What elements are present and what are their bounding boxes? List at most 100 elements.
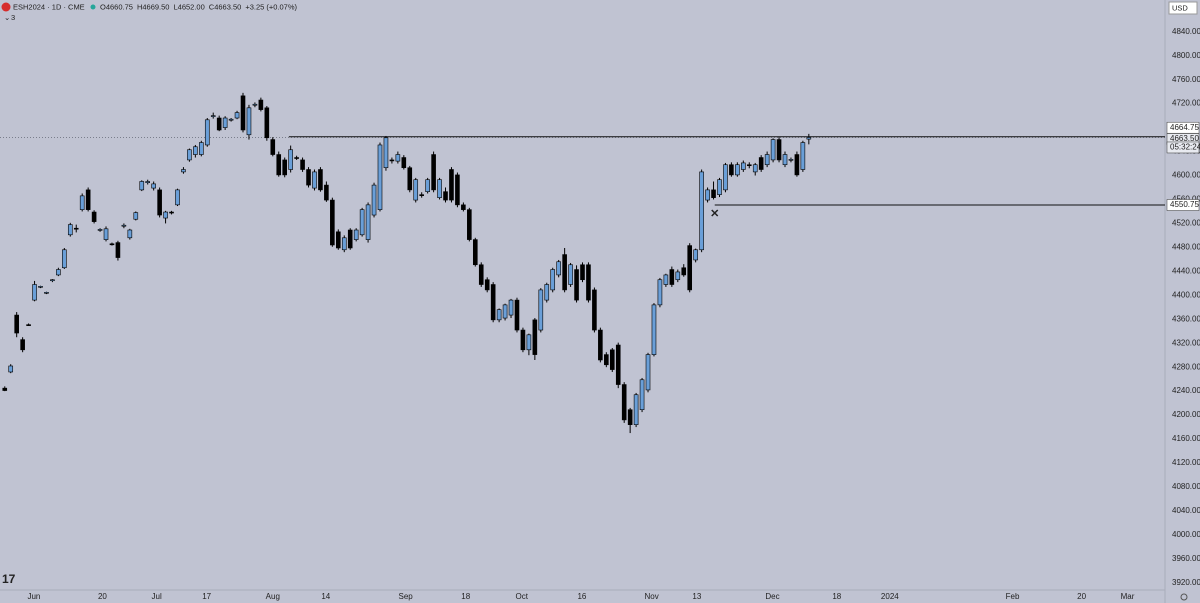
y-tick-label: 4160.00 xyxy=(1172,434,1200,443)
candle-body xyxy=(693,249,698,261)
candle-body xyxy=(14,314,19,334)
x-marker: ✕ xyxy=(710,208,719,220)
candle-body xyxy=(758,157,764,170)
candle-body xyxy=(228,118,234,121)
candle-body xyxy=(764,154,770,166)
candle-body xyxy=(2,387,8,391)
status-dot xyxy=(90,4,96,10)
x-tick-label: Feb xyxy=(1006,592,1020,601)
countdown-box xyxy=(1166,141,1200,154)
candle-body xyxy=(633,394,639,425)
currency[interactable]: USD xyxy=(1172,3,1188,12)
candle-body xyxy=(407,167,413,191)
indicator-count[interactable]: 3 xyxy=(11,13,15,22)
candle-body xyxy=(175,189,180,206)
x-tick-label: 17 xyxy=(202,592,211,601)
candle-body xyxy=(252,103,258,106)
candle-body xyxy=(157,189,162,216)
candle-body xyxy=(514,299,520,331)
candle-body xyxy=(288,149,293,170)
symbol-logo xyxy=(1,2,11,12)
candle-body xyxy=(79,195,85,210)
tv-logo[interactable]: 17 xyxy=(2,572,16,586)
candle-body xyxy=(222,117,228,128)
candle-body xyxy=(163,211,168,219)
y-tick-label: 4440.00 xyxy=(1172,266,1200,275)
candle-body xyxy=(675,271,681,281)
candle-body xyxy=(580,264,585,281)
y-tick-label: 4760.00 xyxy=(1172,75,1200,84)
candle-body xyxy=(336,231,341,249)
candle-body xyxy=(181,169,186,173)
y-tick-label: 4360.00 xyxy=(1172,314,1200,323)
x-tick-label: Dec xyxy=(765,592,779,601)
candle-body xyxy=(425,179,430,192)
candle-body xyxy=(669,269,675,285)
y-tick-label: 4080.00 xyxy=(1172,482,1200,491)
candle-body xyxy=(562,254,567,291)
candle-body xyxy=(550,269,556,291)
candle-body xyxy=(210,115,216,117)
currency-box[interactable] xyxy=(1168,1,1198,15)
candle-body xyxy=(794,154,800,176)
candle-body xyxy=(133,212,139,220)
candle-body xyxy=(508,299,514,316)
candle-body xyxy=(383,137,389,169)
candle-body xyxy=(330,199,335,246)
candle-body xyxy=(324,184,329,201)
x-tick-label: 14 xyxy=(321,592,330,601)
y-tick-label: 4240.00 xyxy=(1172,386,1200,395)
candle-body xyxy=(800,142,806,170)
candle-body xyxy=(752,164,758,173)
candle-body xyxy=(526,334,532,351)
candle-body xyxy=(663,274,669,285)
candle-body xyxy=(419,194,424,196)
y-tick-label: 4720.00 xyxy=(1172,99,1200,108)
candle-body xyxy=(91,211,97,222)
y-tick-label: 4560.00 xyxy=(1172,195,1200,204)
candle-body xyxy=(621,384,627,421)
candle-body xyxy=(38,286,43,288)
candle-body xyxy=(484,279,490,291)
candle-body xyxy=(490,284,496,321)
candle-body xyxy=(449,169,454,201)
candle-body xyxy=(318,169,323,191)
candle-body xyxy=(139,181,145,191)
candle-body xyxy=(50,279,55,282)
candle-body xyxy=(681,267,687,276)
candle-body xyxy=(556,261,561,276)
candle-body xyxy=(115,242,121,258)
candle-body xyxy=(121,224,127,227)
settings-icon[interactable] xyxy=(1180,593,1188,601)
candle-body xyxy=(389,159,395,162)
x-tick-label: 20 xyxy=(98,592,107,601)
y-tick-label: 3920.00 xyxy=(1172,578,1200,587)
candle-body xyxy=(73,227,79,230)
candle-body xyxy=(187,149,192,161)
ohlc-value: L4652.00 xyxy=(173,2,204,11)
candle-body xyxy=(365,204,371,240)
candle-body xyxy=(776,139,782,161)
candle-body xyxy=(44,292,49,294)
candle-body xyxy=(604,354,609,366)
y-tick-label: 4320.00 xyxy=(1172,338,1200,347)
candle-body xyxy=(240,95,246,131)
candle-body xyxy=(306,169,311,186)
symbol: ESH2024 · 1D · CME xyxy=(13,2,85,11)
candle-body xyxy=(276,154,282,176)
candle-body xyxy=(62,249,67,269)
candle-body xyxy=(782,154,788,166)
candle-body xyxy=(532,319,538,355)
candle-body xyxy=(109,243,115,246)
candle-body xyxy=(312,171,317,189)
candle-body xyxy=(699,171,704,251)
candle-body xyxy=(359,209,365,236)
collapse-icon[interactable]: ⌄ xyxy=(4,13,10,22)
candle-body xyxy=(609,349,615,370)
candle-body xyxy=(657,279,663,306)
x-tick-label: 13 xyxy=(692,592,701,601)
candle-body xyxy=(455,174,460,206)
candle-body xyxy=(258,99,264,110)
candle-body xyxy=(538,289,544,331)
level-label-box xyxy=(1166,199,1200,211)
